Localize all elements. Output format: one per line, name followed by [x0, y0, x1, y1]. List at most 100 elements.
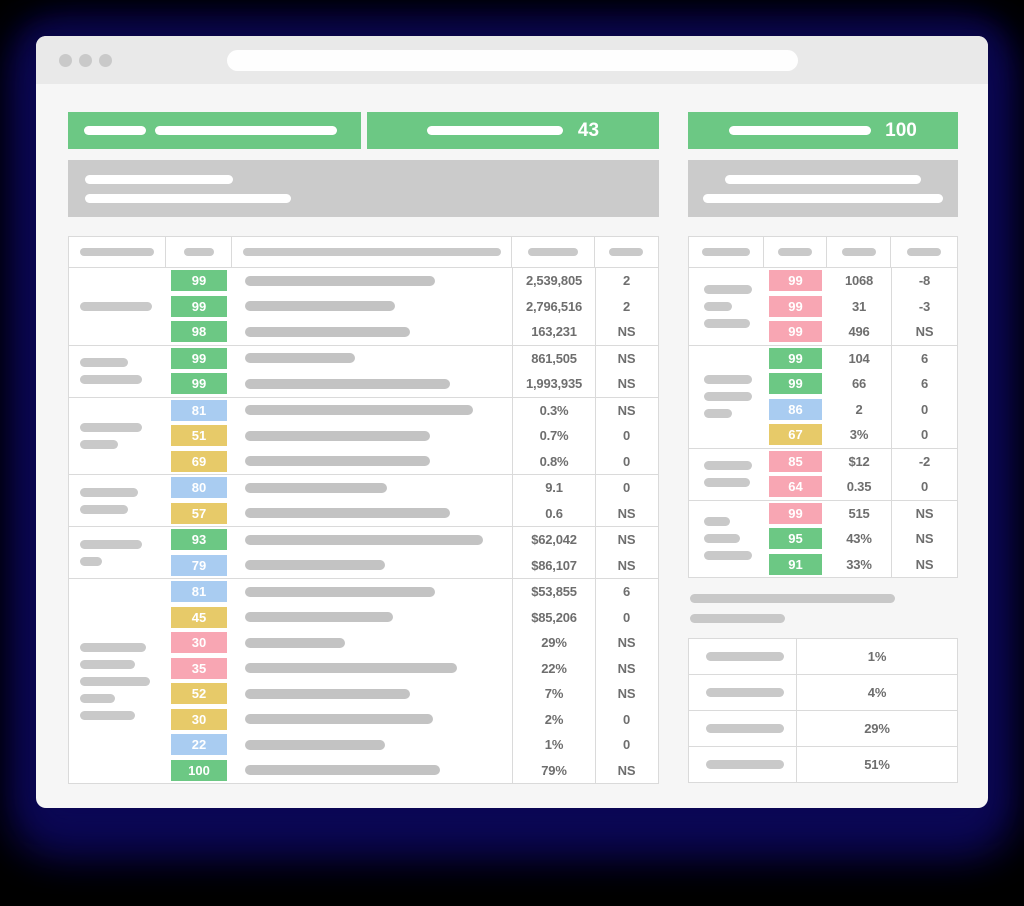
- score-cell: 45: [166, 605, 232, 631]
- change-value: 6: [595, 579, 657, 605]
- table-row[interactable]: 4%: [689, 675, 957, 711]
- table-row[interactable]: 99 496 NS: [764, 319, 957, 345]
- table-row[interactable]: 69 0.8% 0: [166, 448, 658, 474]
- table-row[interactable]: 57 0.6 NS: [166, 500, 658, 526]
- page-content: 43 100 99 2,539,805 2 99 2,796,516 2 98 163,231…: [36, 84, 988, 808]
- metric-value: 0.3%: [512, 397, 595, 423]
- description-pill: [245, 586, 435, 597]
- metric-value: $62,042: [512, 527, 595, 553]
- table-row[interactable]: 79 $86,107 NS: [166, 552, 658, 579]
- table-row[interactable]: 81 0.3% NS: [166, 397, 658, 423]
- table-row[interactable]: 45 $85,206 0: [166, 604, 658, 631]
- table-row-group: 80 9.1 0 57 0.6 NS: [69, 475, 658, 527]
- score-cell: 95: [764, 526, 827, 552]
- row-label-pill: [706, 688, 784, 697]
- table-row[interactable]: 29%: [689, 711, 957, 747]
- score-badge: 57: [171, 502, 227, 524]
- table-row[interactable]: 99 31 -3: [764, 293, 957, 319]
- address-bar[interactable]: [227, 50, 798, 71]
- row-group-label: [69, 527, 166, 578]
- score-cell: 79: [166, 553, 232, 579]
- table-row[interactable]: 30 29% NS: [166, 630, 658, 656]
- score-badge: 99: [769, 295, 822, 317]
- row-group-label: [689, 501, 764, 578]
- score-badge: 93: [171, 529, 227, 551]
- table-row[interactable]: 80 9.1 0: [166, 475, 658, 501]
- table-row[interactable]: 51 0.7% 0: [166, 423, 658, 449]
- table-row[interactable]: 99 2,539,805 2: [166, 268, 658, 294]
- change-value: NS: [891, 526, 957, 552]
- score-badge: 100: [171, 759, 227, 781]
- description-cell: [232, 294, 512, 320]
- score-cell: 64: [764, 474, 827, 500]
- table-row[interactable]: 95 43% NS: [764, 526, 957, 552]
- metric-value: 9.1: [512, 475, 595, 501]
- score-cell: 99: [166, 294, 232, 320]
- table-row[interactable]: 99 66 6: [764, 371, 957, 397]
- metric-value: $12: [848, 453, 870, 469]
- description-cell: [232, 527, 512, 553]
- table-row[interactable]: 99 2,796,516 2: [166, 293, 658, 320]
- table-row[interactable]: 99 861,505 NS: [166, 345, 658, 372]
- description-pill: [245, 456, 430, 467]
- table-row[interactable]: 99 515 NS: [764, 500, 957, 526]
- row-group-label: [69, 268, 166, 345]
- window-control-dot[interactable]: [59, 54, 72, 67]
- table-row[interactable]: 98 163,231 NS: [166, 319, 658, 345]
- change-value: NS: [891, 551, 957, 577]
- table-row[interactable]: 1%: [689, 639, 957, 675]
- row-label-cell: [689, 711, 797, 746]
- table-row[interactable]: 81 $53,855 6: [166, 579, 658, 605]
- description-cell: [232, 630, 512, 656]
- table-row[interactable]: 22 1% 0: [166, 732, 658, 758]
- score-cell: 86: [764, 397, 827, 423]
- score-badge: 99: [769, 321, 822, 343]
- score-badge: 51: [171, 425, 227, 447]
- description-pill: [245, 508, 450, 519]
- score-badge: 79: [171, 554, 227, 576]
- row-label-pill: [704, 517, 730, 527]
- row-label-pill: [704, 375, 752, 384]
- percentage-value: 51%: [864, 757, 890, 772]
- row-label-pill: [80, 422, 142, 432]
- change-value: 0: [595, 706, 657, 732]
- score-cell: 80: [166, 475, 232, 501]
- table-header-cell: [595, 237, 657, 267]
- description-cell: [232, 346, 512, 372]
- table-row[interactable]: 52 7% NS: [166, 681, 658, 707]
- table-row[interactable]: 64 0.35 0: [764, 474, 957, 500]
- table-row[interactable]: 86 2 0: [764, 396, 957, 423]
- window-control-dot[interactable]: [79, 54, 92, 67]
- table-row[interactable]: 100 79% NS: [166, 757, 658, 783]
- column-header-pill: [841, 248, 876, 256]
- summary-score: 43: [577, 120, 600, 141]
- row-label-pill: [80, 375, 142, 384]
- score-cell: 99: [166, 268, 232, 294]
- change-value: 0: [891, 474, 957, 500]
- table-row[interactable]: 91 33% NS: [764, 551, 957, 577]
- table-row[interactable]: 99 104 6: [764, 345, 957, 371]
- table-row[interactable]: 85 $12 -2: [764, 448, 957, 474]
- change-value: NS: [595, 319, 657, 345]
- description-pill: [245, 430, 430, 441]
- score-badge: 99: [171, 347, 227, 369]
- metric-value: 0.35: [846, 479, 872, 495]
- table-header-row: [689, 237, 957, 268]
- table-row[interactable]: 93 $62,042 NS: [166, 527, 658, 553]
- metric-value: 7%: [512, 681, 595, 707]
- table-row[interactable]: 99 1068 -8: [764, 268, 957, 294]
- table-row-group: 99 1068 -8 99 31 -3 99 496 NS: [689, 268, 957, 346]
- description-pill: [245, 353, 355, 364]
- table-row[interactable]: 67 3% 0: [764, 422, 957, 448]
- metric-value: 3%: [849, 427, 869, 443]
- table-row[interactable]: 30 2% 0: [166, 706, 658, 732]
- table-row[interactable]: 99 1,993,935 NS: [166, 371, 658, 397]
- column-header-pill: [609, 248, 643, 256]
- row-group-label: [689, 346, 764, 448]
- table-row[interactable]: 35 22% NS: [166, 655, 658, 681]
- bottom-section-heading-pill: [690, 594, 895, 603]
- table-row[interactable]: 51%: [689, 747, 957, 782]
- window-control-dot[interactable]: [99, 54, 112, 67]
- metric-value: 43%: [846, 531, 872, 547]
- column-header-pill: [183, 248, 214, 256]
